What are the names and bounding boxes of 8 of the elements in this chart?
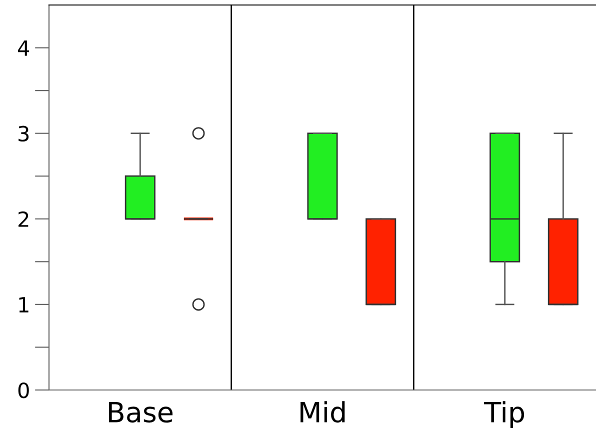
x-tick-label: Mid <box>300 401 345 423</box>
y-tick-label: 0 <box>18 382 29 398</box>
y-tick-label: 1 <box>19 297 28 312</box>
x-tick-label: Base <box>109 402 173 423</box>
x-tick-label: Tip <box>484 401 524 428</box>
y-tick-label: 3 <box>18 126 29 142</box>
y-tick-label: 4 <box>18 40 30 56</box>
y-tick-label: 2 <box>18 211 28 227</box>
